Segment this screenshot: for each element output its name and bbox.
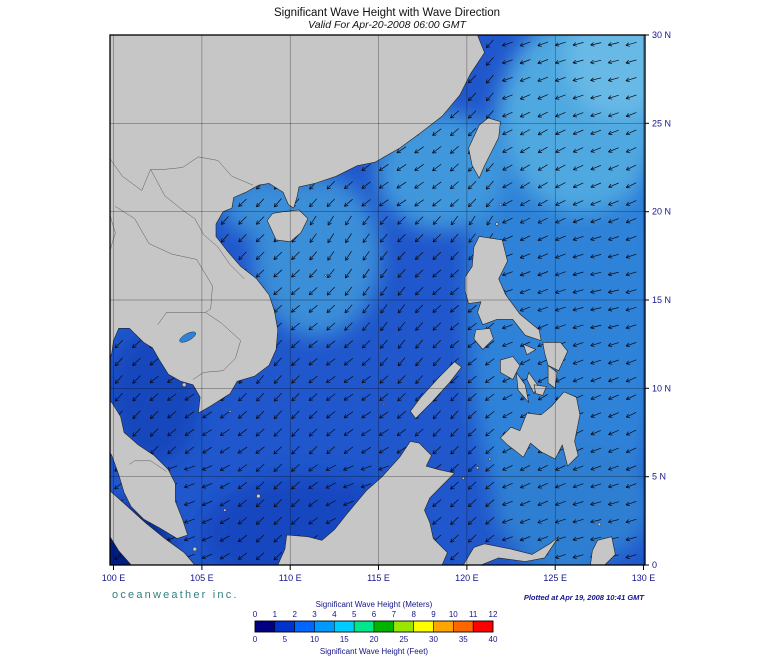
feet-tick-label: 5: [283, 635, 288, 644]
colorbar-segment: [433, 620, 454, 633]
land-mindoro: [473, 328, 494, 350]
colorbar: 0 1 2 3 4 5 6 7 8 9 10 11 120 5 10 15 20 25 30 35 40: [253, 610, 498, 644]
small-island: [192, 546, 198, 552]
meters-tick-label: 9: [431, 610, 436, 619]
longitude-labels: 100 E 105 E 110 E 115 E 120 E 125 E 130 E: [102, 573, 656, 583]
land-taiwan: [468, 117, 501, 179]
small-island: [228, 410, 232, 413]
feet-tick-label: 15: [340, 635, 349, 644]
lake-tonle-sap: [179, 331, 197, 343]
lon-label: 130 E: [632, 573, 656, 583]
lat-label: 20 N: [652, 207, 671, 217]
meters-tick-label: 2: [292, 610, 297, 619]
meters-tick-label: 0: [253, 610, 258, 619]
small-island: [382, 403, 385, 406]
map-subtitle: Valid For Apr-20-2008 06:00 GMT: [308, 19, 467, 31]
lon-label: 115 E: [367, 573, 390, 583]
land-palawan: [410, 361, 462, 419]
colorbar-segment: [334, 620, 355, 633]
land-luzon: [464, 236, 542, 341]
legend-title-meters: Significant Wave Height (Meters): [316, 600, 433, 609]
graticule-grid-layer: [110, 35, 645, 565]
small-island: [495, 222, 499, 226]
latitude-labels: 30 N 25 N 20 N 15 N 10 N 5 N 0: [652, 30, 671, 570]
feet-tick-label: 20: [370, 635, 379, 644]
country-borders-layer: [110, 156, 254, 472]
small-island: [256, 493, 261, 499]
small-island: [488, 457, 492, 461]
lat-label: 15 N: [652, 295, 671, 305]
meters-tick-label: 7: [392, 610, 397, 619]
lon-label: 125 E: [543, 573, 567, 583]
small-island: [181, 382, 187, 388]
land-hainan: [266, 209, 309, 242]
lon-label: 120 E: [455, 573, 479, 583]
small-island: [324, 274, 327, 277]
land-asia-mainland: [110, 35, 485, 539]
land-layer: [110, 35, 616, 565]
lat-label: 5 N: [652, 472, 666, 482]
axis-ticks: [113, 34, 649, 570]
feet-tick-label: 35: [459, 635, 468, 644]
land-masbate: [523, 343, 537, 356]
colorbar-segment: [393, 620, 414, 633]
lat-label: 30 N: [652, 30, 671, 40]
map-title: Significant Wave Height with Wave Direct…: [274, 7, 500, 19]
meters-tick-label: 10: [449, 610, 458, 619]
meters-tick-label: 1: [273, 610, 278, 619]
colorbar-segment: [274, 620, 295, 633]
lat-label: 0: [652, 560, 657, 570]
land-negros: [516, 372, 529, 403]
colorbar-segment: [294, 620, 315, 633]
colorbar-segment: [314, 620, 335, 633]
oceanweather-branding: oceanweather inc.: [112, 589, 239, 601]
feet-tick-label: 10: [310, 635, 319, 644]
feet-tick-label: 25: [399, 635, 408, 644]
legend-title-feet: Significant Wave Height (Feet): [320, 647, 429, 656]
meters-tick-label: 8: [411, 610, 416, 619]
meters-tick-label: 4: [332, 610, 337, 619]
land-bohol: [533, 384, 547, 396]
land-mindanao: [500, 391, 581, 467]
land-halmahera: [590, 536, 616, 565]
plotted-timestamp: Plotted at Apr 19, 2008 10:41 GMT: [524, 593, 646, 602]
small-island: [461, 476, 465, 480]
feet-tick-label: 0: [253, 635, 258, 644]
colorbar-segment: [254, 620, 276, 633]
small-island: [223, 508, 227, 512]
feet-tick-label: 40: [489, 635, 498, 644]
lon-label: 110 E: [279, 573, 302, 583]
meters-tick-label: 6: [372, 610, 377, 619]
small-island: [597, 522, 602, 527]
small-island: [475, 466, 480, 470]
small-island: [498, 203, 502, 207]
lat-label: 25 N: [652, 118, 671, 128]
meters-tick-label: 3: [312, 610, 317, 619]
colorbar-segment: [413, 620, 434, 633]
lat-label: 10 N: [652, 383, 671, 393]
feet-tick-label: 30: [429, 635, 438, 644]
lon-label: 105 E: [190, 573, 214, 583]
lon-label: 100 E: [102, 573, 126, 583]
meters-tick-label: 12: [489, 610, 498, 619]
colorbar-segment: [453, 620, 474, 633]
meters-tick-label: 11: [469, 610, 478, 619]
meters-tick-label: 5: [352, 610, 357, 619]
colorbar-segment: [373, 620, 395, 633]
land-borneo: [277, 441, 455, 565]
map-area: [110, 35, 645, 565]
land-sulawesi-north: [463, 536, 559, 565]
colorbar-segment: [472, 620, 494, 633]
land-sumatra: [110, 490, 196, 565]
colorbar-segment: [353, 620, 375, 633]
